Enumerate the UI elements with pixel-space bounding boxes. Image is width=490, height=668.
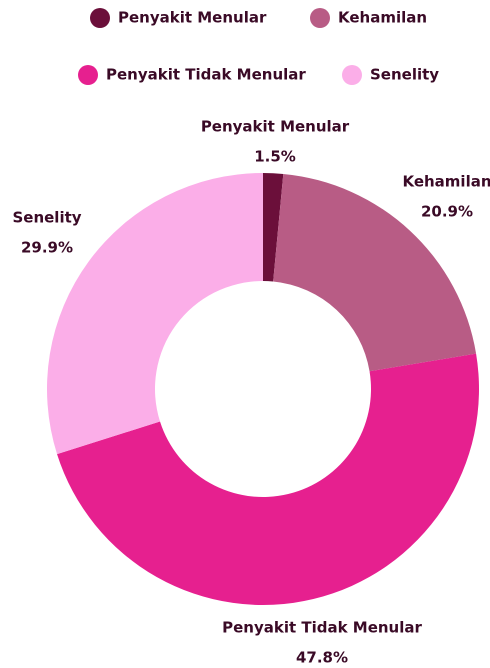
slice-label: Kehamilan <box>402 173 490 191</box>
legend-swatch <box>90 8 110 28</box>
legend-label: Penyakit Tidak Menular <box>106 66 306 84</box>
legend-label: Senelity <box>370 66 439 84</box>
slice-label: Penyakit Menular <box>201 118 350 136</box>
slice-value: 47.8% <box>296 649 348 667</box>
slice-label: Senelity <box>12 209 81 227</box>
slice-value: 29.9% <box>21 239 73 257</box>
legend-swatch <box>342 65 362 85</box>
donut-slice <box>57 353 480 606</box>
legend-swatch <box>310 8 330 28</box>
slice-value: 1.5% <box>254 148 296 166</box>
donut-slice <box>273 173 477 372</box>
donut-slice <box>263 173 284 282</box>
legend-label: Penyakit Menular <box>118 9 267 27</box>
donut-slice <box>46 173 263 455</box>
slice-value: 20.9% <box>421 203 473 221</box>
legend-swatch <box>78 65 98 85</box>
slice-label: Penyakit Tidak Menular <box>222 619 422 637</box>
legend-label: Kehamilan <box>338 9 427 27</box>
